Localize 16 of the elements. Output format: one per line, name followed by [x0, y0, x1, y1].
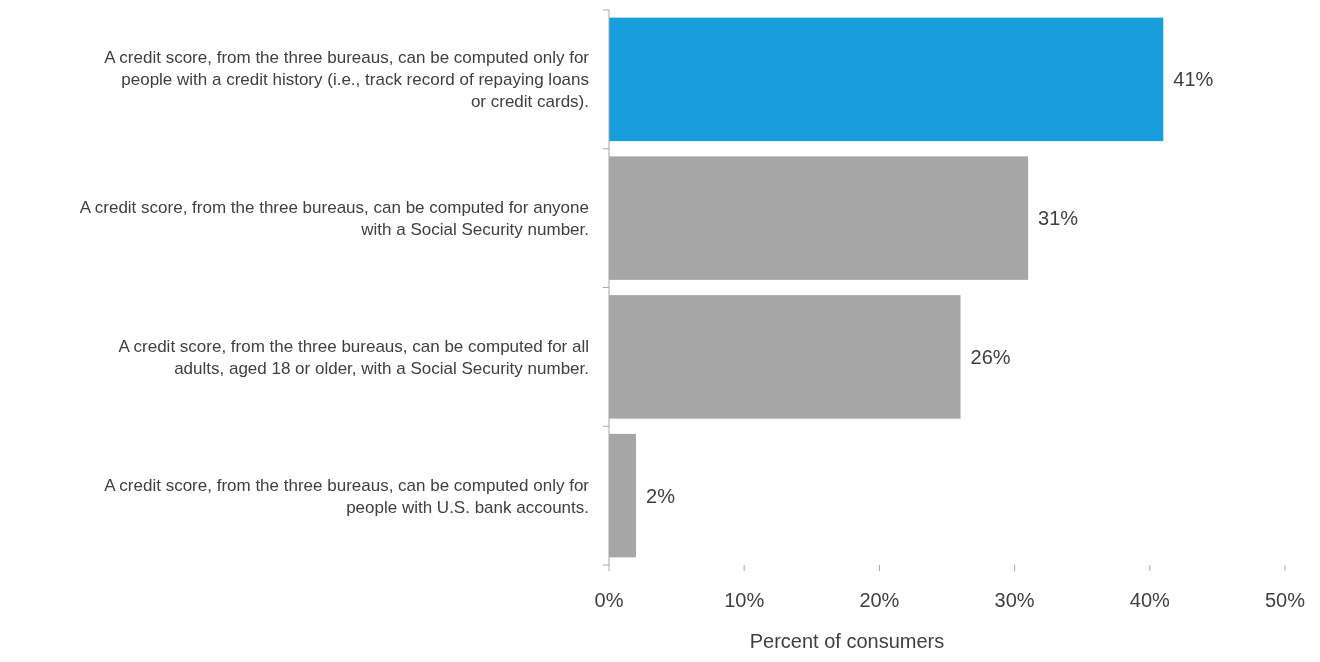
x-tick-label: 40%	[1129, 589, 1171, 611]
x-tick-label: 50%	[1264, 589, 1306, 611]
x-axis-title: Percent of consumers	[749, 630, 945, 652]
y-tick-label: A credit score, from the three bureaus, can be computed only for people with U.S. bank accounts.	[104, 475, 590, 517]
y-tick-label: A credit score, from the three bureaus, can be computed for anyone with a Social Security number.	[79, 198, 589, 240]
x-tick-label: 20%	[859, 589, 900, 611]
data-label: 2%	[646, 484, 676, 507]
x-tick-label: 30%	[994, 589, 1035, 611]
y-tick-label: A credit score, from the three bureaus, can be computed only for people with a credit history (i.e., track record of repaying loans or credit cards).	[104, 48, 590, 112]
y-tick-label: A credit score, from the three bureaus, can be computed for all adults, aged 18 or older, with a Social Security number.	[118, 336, 589, 378]
data-label: 31%	[1038, 207, 1079, 230]
bar	[609, 17, 1164, 142]
data-label: 26%	[970, 345, 1011, 368]
x-tick-label: 10%	[724, 589, 765, 611]
data-label: 41%	[1173, 68, 1214, 91]
x-tick-label: 0%	[594, 589, 624, 611]
